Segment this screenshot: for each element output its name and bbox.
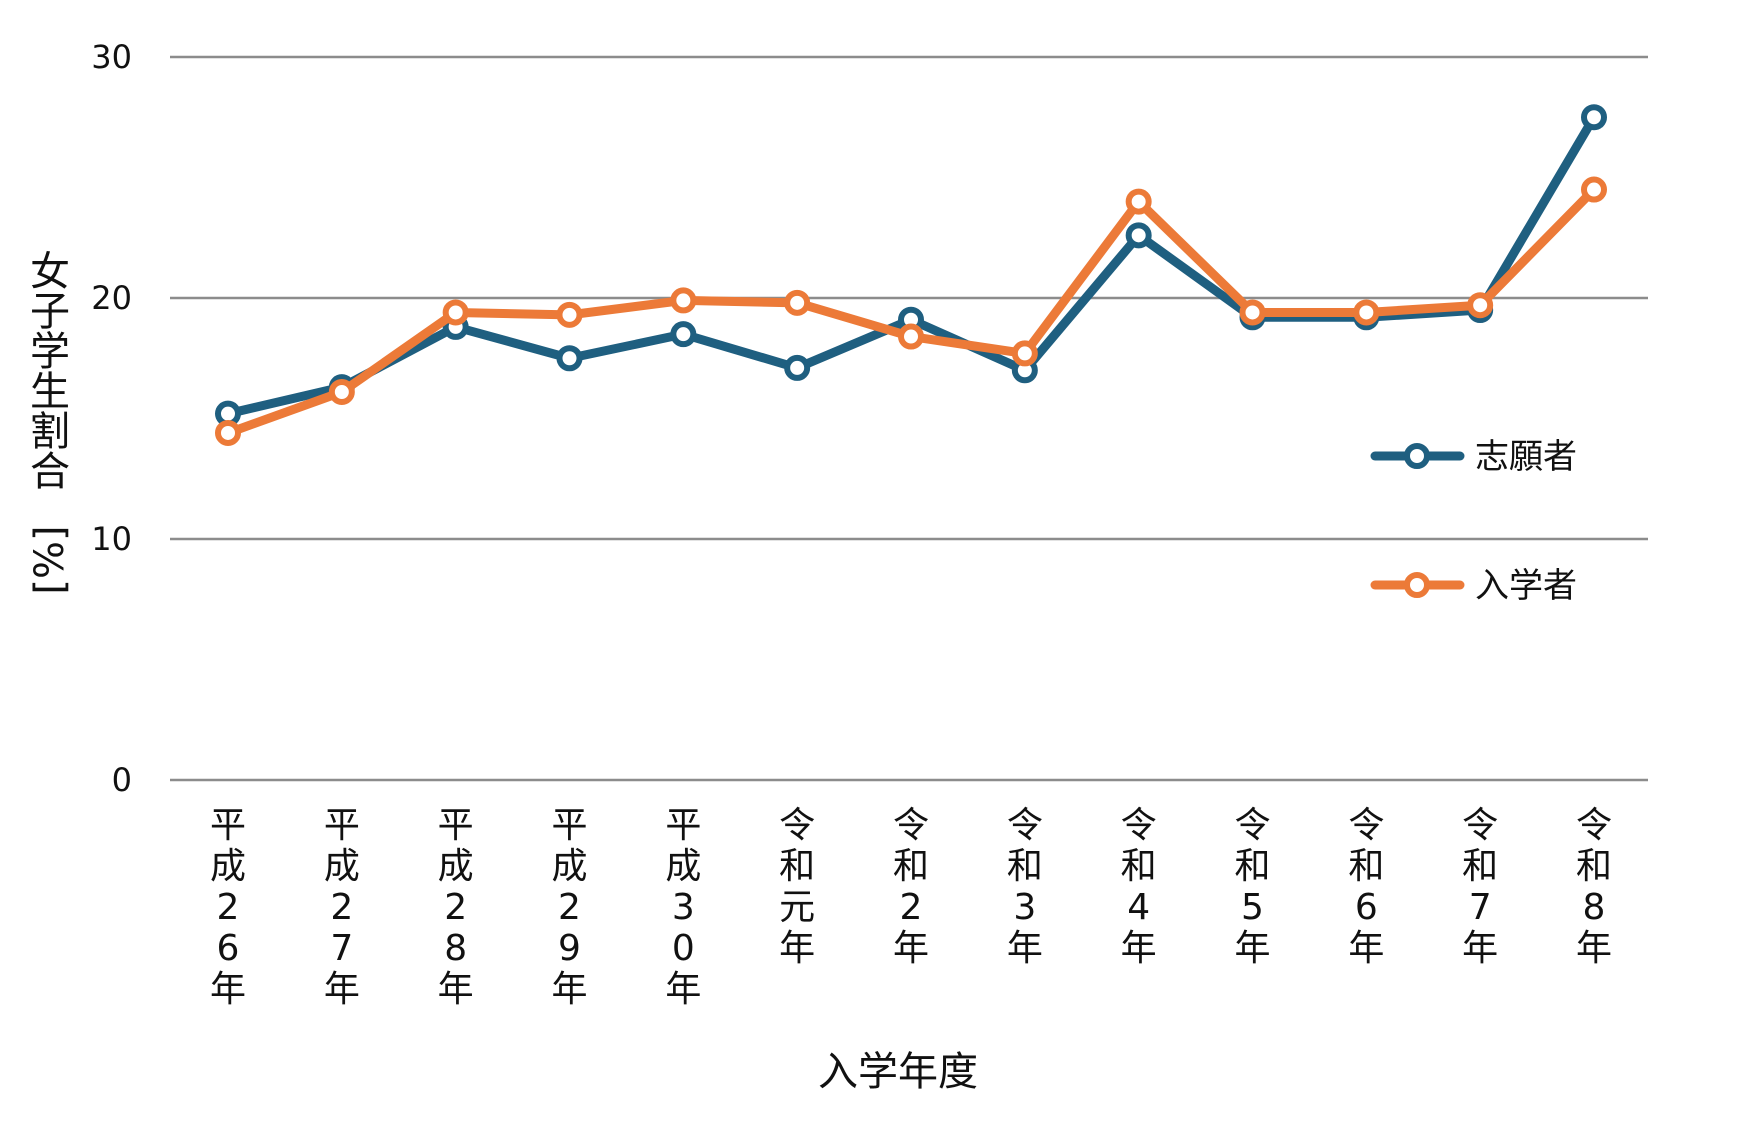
x-tick-label: 平成 2 7 年 <box>324 805 360 1010</box>
x-tick-label: 平成 2 6 年 <box>210 805 246 1010</box>
data-point <box>556 301 583 328</box>
data-point <box>784 289 811 316</box>
x-tick-label: 令和 7 年 <box>1462 805 1498 969</box>
series-enrollees <box>215 176 1607 446</box>
series-layer <box>215 104 1607 446</box>
y-axis-ticks: 0 10 20 30 <box>91 38 132 799</box>
y-axis-unit: [%] <box>27 525 73 594</box>
x-tick-label: 令和 3 年 <box>1007 805 1043 969</box>
x-tick-label: 令和 8 年 <box>1576 805 1612 969</box>
legend-label: 入学者 <box>1475 566 1577 606</box>
x-tick-label: 令和 2 年 <box>893 805 929 969</box>
x-axis-title: 入学年度 <box>818 1049 978 1095</box>
data-point <box>1467 292 1494 319</box>
series-line <box>223 112 1599 419</box>
x-tick-label: 平成 2 8 年 <box>438 805 474 1010</box>
data-point <box>1581 176 1607 203</box>
data-point <box>1125 188 1152 215</box>
data-point <box>328 378 355 405</box>
y-tick-label: 20 <box>91 279 132 317</box>
data-point <box>1353 299 1380 326</box>
data-point <box>670 287 697 314</box>
data-point <box>1011 340 1038 367</box>
x-tick-label: 平成 3 0 年 <box>665 805 701 1010</box>
data-point <box>442 299 469 326</box>
y-tick-label: 0 <box>112 761 132 799</box>
y-tick-label: 10 <box>91 520 132 558</box>
data-point <box>784 354 811 381</box>
x-tick-label: 平成 2 9 年 <box>551 805 587 1010</box>
x-tick-label: 令和 6 年 <box>1348 805 1384 969</box>
x-tick-label: 令和 4 年 <box>1121 805 1157 969</box>
data-point <box>1581 104 1607 131</box>
data-point <box>556 345 583 372</box>
y-tick-label: 30 <box>91 38 132 76</box>
data-point <box>670 321 697 348</box>
series-applicants <box>215 104 1607 427</box>
gridlines <box>170 55 1648 782</box>
legend-item: 入学者 <box>1370 566 1577 606</box>
data-point <box>898 323 924 350</box>
data-point <box>1239 299 1266 326</box>
legend-item: 志願者 <box>1370 437 1577 477</box>
data-point <box>1125 222 1152 249</box>
legend-swatch-marker <box>1404 572 1430 598</box>
y-axis-title: 女子学生割合 <box>30 249 70 495</box>
data-point <box>215 419 241 446</box>
legend-swatch-marker <box>1404 443 1430 469</box>
x-axis-ticks: 平成 2 6 年 平成 2 7 年 平成 2 8 年 平成 2 9 年 平成 3 0 年 令和元年 令和 2 年 令和 3 年 令和 4… <box>210 805 1612 1010</box>
legend-label: 志願者 <box>1475 437 1577 477</box>
x-tick-label: 令和 5 年 <box>1234 805 1270 969</box>
x-tick-label: 令和元年 <box>779 805 815 969</box>
